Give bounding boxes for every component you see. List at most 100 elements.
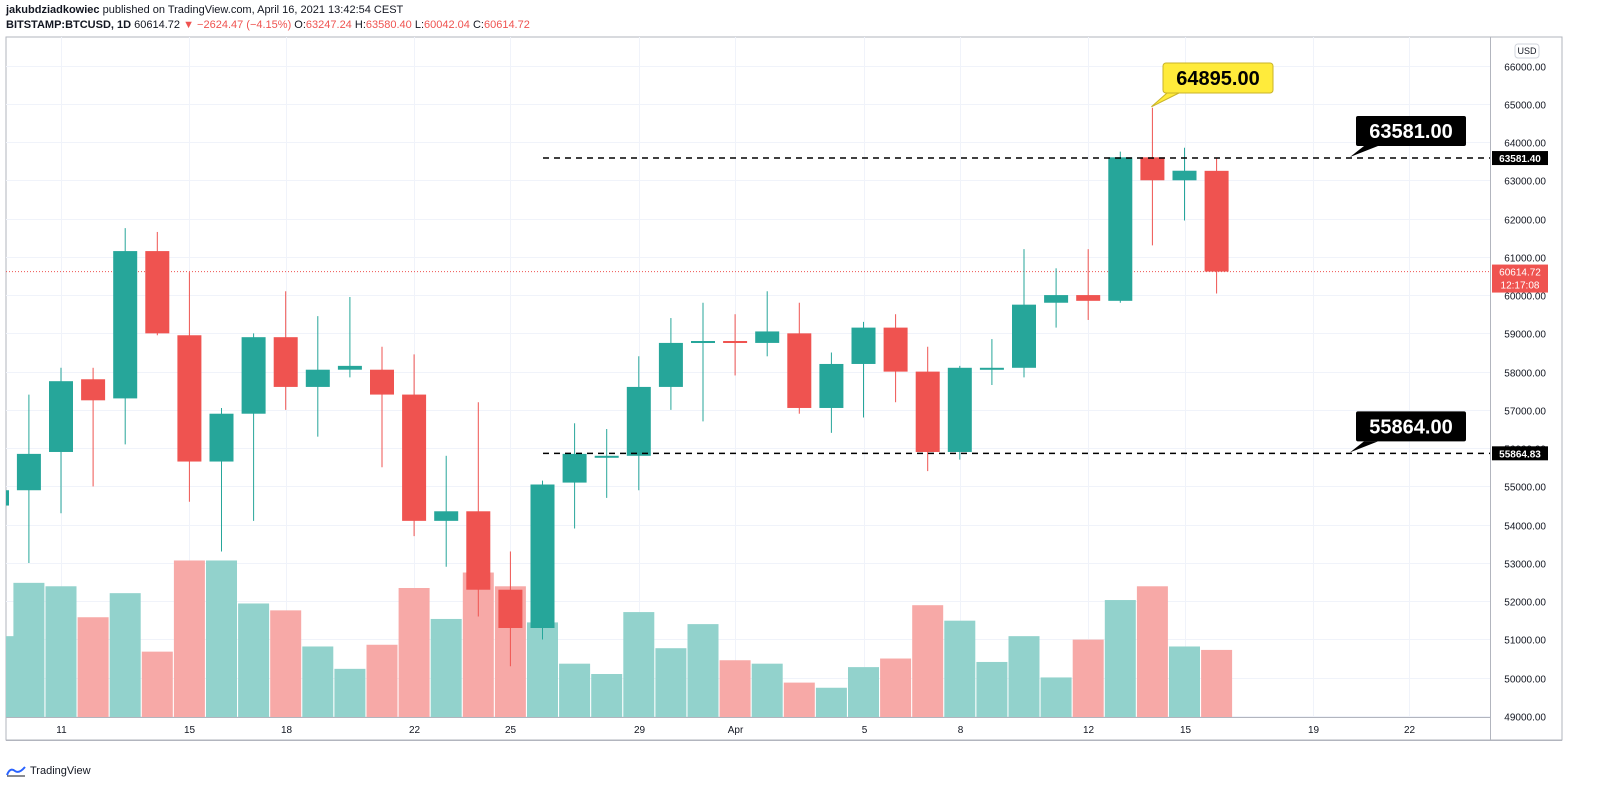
candle-body[interactable] (594, 455, 619, 458)
candle-body[interactable] (1140, 157, 1165, 181)
candle-body[interactable] (1076, 295, 1101, 301)
last-price: 60614.72 (134, 19, 181, 31)
candle-body[interactable] (851, 327, 876, 364)
y-tick-label: 65000.00 (1504, 101, 1546, 112)
candle-body[interactable] (947, 367, 972, 452)
footer-brand[interactable]: TradingView (6, 765, 91, 777)
close-value: 60614.72 (483, 19, 530, 31)
callout-pointer (1350, 146, 1378, 158)
candle-body[interactable] (819, 363, 844, 408)
candle-body[interactable] (658, 342, 683, 387)
y-tick-label: 52000.00 (1504, 598, 1546, 609)
volume-bar (1136, 586, 1168, 717)
candle-body[interactable] (273, 337, 298, 387)
y-tick-label: 60000.00 (1504, 292, 1546, 303)
volume-bar (719, 660, 751, 717)
y-tick-label: 54000.00 (1504, 522, 1546, 533)
volume-bar (591, 674, 623, 717)
y-tick-label: 53000.00 (1504, 560, 1546, 571)
candle-body[interactable] (626, 386, 651, 456)
x-tick-label: 12 (1083, 725, 1095, 736)
candle-body[interactable] (498, 589, 523, 628)
candle-body[interactable] (466, 511, 491, 590)
candle-body[interactable] (434, 511, 459, 521)
volume-bar (655, 648, 687, 717)
level-callout-box[interactable] (1356, 411, 1466, 442)
candle-body[interactable] (337, 365, 362, 370)
published-text: published on TradingView.com, April 16, … (102, 4, 404, 16)
x-tick-label: 18 (281, 725, 293, 736)
y-tick-label: 64000.00 (1504, 139, 1546, 150)
x-tick-label: 5 (862, 725, 868, 736)
tradingview-logo-icon (6, 766, 26, 777)
candle-body[interactable] (6, 490, 9, 506)
callout-pointer (1350, 441, 1378, 453)
high-callout-text: 64895.00 (1176, 68, 1259, 90)
level-axis-badge (1492, 446, 1548, 461)
volume-bar (1072, 639, 1104, 717)
candle-body[interactable] (113, 251, 138, 399)
candle-body[interactable] (1204, 170, 1229, 272)
volume-bar (109, 593, 141, 717)
y-tick-label: 66000.00 (1504, 63, 1546, 74)
candle-body[interactable] (81, 379, 106, 401)
candle-body[interactable] (1044, 295, 1069, 303)
candle-body[interactable] (241, 337, 266, 414)
candle-body[interactable] (530, 484, 555, 628)
candle-body[interactable] (755, 331, 780, 343)
y-tick-label: 57000.00 (1504, 407, 1546, 418)
y-tick-label: 58000.00 (1504, 369, 1546, 380)
currency-badge[interactable] (1514, 43, 1540, 59)
candle-body[interactable] (562, 453, 587, 483)
candle-body[interactable] (370, 369, 394, 395)
candle-body[interactable] (915, 371, 940, 452)
last-price-label: 60614.72 (1499, 268, 1541, 279)
candle-body[interactable] (691, 341, 715, 344)
candle-body[interactable] (787, 333, 812, 408)
candle-body[interactable] (402, 394, 427, 521)
y-tick-label: 51000.00 (1504, 636, 1546, 647)
volume-bar (944, 620, 976, 717)
volume-bar (912, 605, 944, 717)
candle-body[interactable] (49, 381, 73, 452)
volume-bar (430, 618, 462, 717)
x-tick-label: 19 (1308, 725, 1320, 736)
y-tick-label: 59000.00 (1504, 330, 1546, 341)
candle-body[interactable] (1108, 157, 1133, 301)
chart-header-line2: BITSTAMP:BTCUSD, 1D 60614.72 ▼ −2624.47 … (6, 19, 530, 31)
level-callout-text: 63581.00 (1369, 121, 1452, 143)
x-tick-label: 25 (505, 725, 517, 736)
high-value: 63580.40 (365, 19, 412, 31)
candle-body[interactable] (1172, 170, 1197, 181)
candle-body[interactable] (16, 453, 41, 491)
y-tick-label: 50000.00 (1504, 675, 1546, 686)
volume-bar (880, 658, 912, 717)
volume-bar (848, 667, 879, 717)
x-tick-label: 22 (409, 725, 421, 736)
level-callout-box[interactable] (1356, 116, 1466, 147)
x-tick-label: 8 (958, 725, 964, 736)
volume-bar (238, 603, 270, 717)
currency-label: USD (1517, 46, 1537, 56)
author-name[interactable]: jakubdziadkowiec (6, 4, 100, 16)
volume-bar (334, 668, 366, 717)
volume-bar (141, 651, 173, 717)
volume-bar (1104, 600, 1136, 717)
volume-bar (751, 663, 783, 717)
volume-bar (623, 612, 655, 717)
candle-body[interactable] (177, 335, 202, 462)
candle-body[interactable] (1012, 304, 1036, 368)
level-axis-label: 63581.40 (1499, 154, 1541, 165)
candle-body[interactable] (305, 369, 330, 387)
candle-body[interactable] (723, 341, 748, 344)
close-label: C: (472, 19, 484, 31)
candle-body[interactable] (883, 327, 908, 372)
y-tick-label: 63000.00 (1504, 177, 1546, 188)
symbol-label: BITSTAMP:BTCUSD, 1D (6, 19, 132, 31)
candle-body[interactable] (145, 251, 170, 334)
candle-body[interactable] (979, 367, 1004, 370)
volume-bar (270, 610, 302, 717)
high-callout-box[interactable] (1162, 62, 1274, 94)
candle-body[interactable] (209, 413, 234, 462)
